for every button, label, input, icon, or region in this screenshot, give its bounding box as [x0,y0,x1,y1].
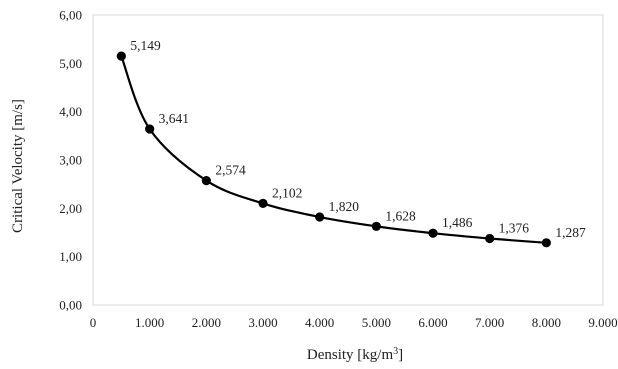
y-tick-label: 1,00 [59,249,82,264]
y-tick-label: 6,00 [59,8,82,23]
y-tick-label: 4,00 [59,104,82,119]
x-tick-label: 6.000 [418,315,447,330]
x-axis-title: Density [kg/m3] [307,346,403,364]
data-point [541,238,551,248]
x-tick-label: 4.000 [305,315,334,330]
data-point [485,233,495,244]
data-label: 1,486 [442,215,473,230]
x-tick-label: 0 [90,315,97,330]
y-axis-ticks: 0,00 1,00 2,00 3,00 4,00 5,00 6,00 [59,8,82,313]
y-tick-label: 2,00 [59,201,82,216]
data-label: 1,628 [385,208,416,223]
plot-area-border [92,14,604,306]
data-point [201,175,211,186]
data-label: 2,102 [272,185,302,200]
x-tick-label: 5.000 [362,315,391,330]
data-point [145,124,155,134]
data-point [315,212,325,222]
y-tick-label: 3,00 [59,153,82,168]
data-label: 5,149 [130,38,161,53]
x-tick-label: 9.000 [588,315,617,330]
data-label: 1,376 [499,220,530,235]
x-tick-label: 7.000 [475,315,504,330]
data-label: 1,820 [329,199,360,214]
x-axis-ticks: 0 1.000 2.000 3.000 4.000 5.000 6.000 7.000 8.00… [90,315,618,330]
y-tick-label: 5,00 [59,56,82,71]
y-tick-label: 0,00 [59,298,82,313]
data-label: 2,574 [215,163,246,178]
data-label: 3,641 [159,111,189,126]
x-tick-label: 2.000 [192,315,221,330]
data-label: 1,287 [555,225,586,240]
data-markers [116,51,551,248]
x-tick-label: 1.000 [135,315,164,330]
y-axis-title: Critical Velocity [m/s] [10,99,26,233]
data-point [371,221,381,231]
x-tick-label: 8.000 [532,315,561,330]
data-point [258,198,268,209]
data-point [428,228,438,238]
x-tick-label: 3.000 [248,315,277,330]
data-point [116,51,126,61]
data-labels: 5,149 3,641 2,574 2,102 1,820 1,628 1,486 1,376… [130,38,586,240]
